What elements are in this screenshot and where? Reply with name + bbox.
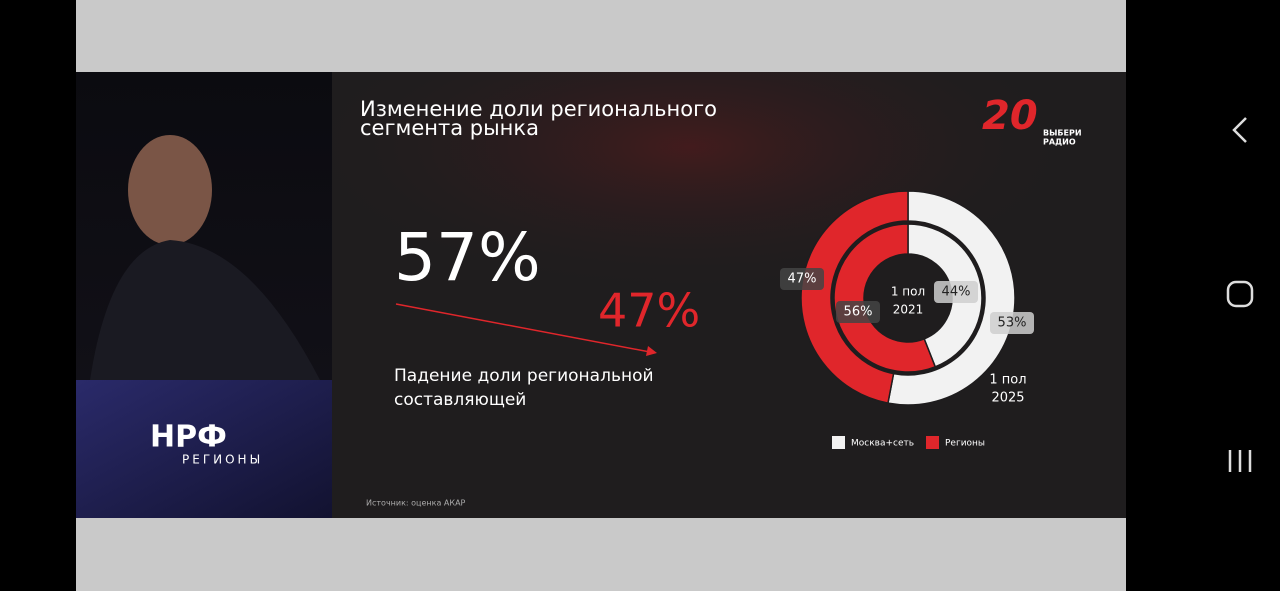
legend-label: Москва+сеть <box>851 439 914 449</box>
letterbox-bottom <box>76 518 1126 591</box>
caption: Падение доли региональной <box>394 366 654 386</box>
value-label-bg <box>836 301 880 323</box>
letterbox-top <box>76 0 1126 72</box>
slide-title: сегмента рынка <box>360 116 539 140</box>
speaker-head <box>128 135 212 245</box>
ring-segment <box>800 190 909 404</box>
source: Источник: оценка АКАР <box>366 499 466 508</box>
caption: составляющей <box>394 390 526 410</box>
banner <box>76 380 332 518</box>
nav-recent[interactable] <box>1228 450 1252 472</box>
logo-text: РАДИО <box>1043 138 1076 147</box>
video[interactable]: НРФ РЕГИОНЫ Изменение доли регионального… <box>76 72 1126 518</box>
ring-segment <box>833 223 937 373</box>
big-from: 57% <box>394 219 541 296</box>
ring-segment <box>907 223 983 368</box>
speaker-body <box>90 240 320 380</box>
donut-chart: 44% 56% 53% 47% 1 пол 2021 1 пол 2025 Москва+сет… <box>780 190 1034 449</box>
value-label-bg <box>990 312 1034 334</box>
big-to: 47% <box>598 284 700 338</box>
legend-swatch <box>832 436 845 449</box>
ring-segment <box>887 190 1016 406</box>
ring-label: 1 пол <box>891 285 925 299</box>
banner-sub: РЕГИОНЫ <box>182 453 263 467</box>
ring-label: 1 пол <box>989 373 1026 388</box>
ring-label: 2025 <box>991 391 1024 406</box>
legend-label: Регионы <box>945 439 985 449</box>
logo-mark: 20 <box>982 93 1038 139</box>
ring-label: 2021 <box>893 303 924 317</box>
value-label: 44% <box>942 285 971 300</box>
value-label-bg <box>780 268 824 290</box>
banner-brand: НРФ <box>150 420 227 455</box>
value-label: 47% <box>788 272 817 287</box>
arrow-head <box>646 346 657 356</box>
nav-back[interactable] <box>1232 117 1247 143</box>
logo-text: ВЫБЕРИ <box>1043 129 1082 138</box>
legend-swatch <box>926 436 939 449</box>
value-label: 56% <box>844 305 873 320</box>
value-label: 53% <box>998 316 1027 331</box>
trend-arrow <box>395 303 651 353</box>
value-label-bg <box>934 281 978 303</box>
nav-home[interactable] <box>1226 280 1254 308</box>
slide-title: Изменение доли регионального <box>360 97 717 121</box>
